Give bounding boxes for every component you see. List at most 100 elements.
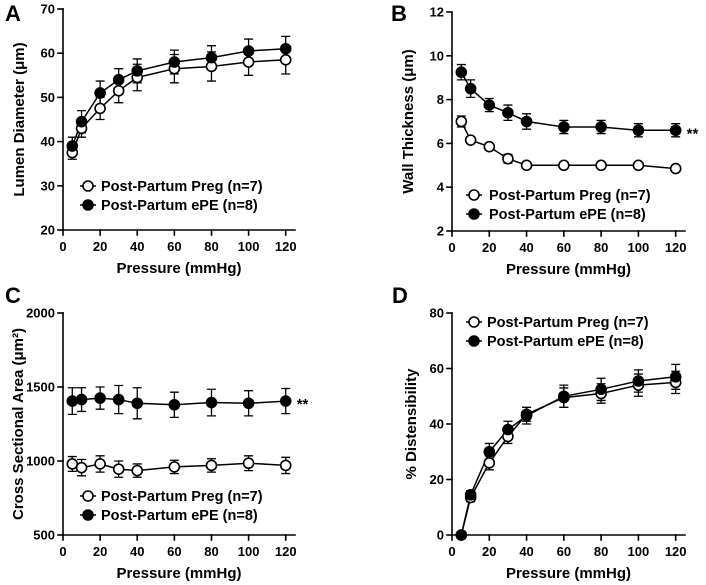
x-tick-label: 0: [448, 544, 455, 559]
data-point-post-partum-epe: [279, 395, 292, 407]
data-point-post-partum-epe: [669, 371, 682, 383]
x-tick-label: 60: [167, 239, 181, 254]
legend-marker-post-partum-epe: [82, 199, 94, 211]
legend-marker-post-partum-epe: [82, 509, 94, 521]
legend-entry-post-partum-epe: Post-Partum ePE (n=8): [80, 198, 258, 214]
x-tick-label: 100: [238, 544, 260, 559]
data-point-post-partum-preg: [205, 459, 218, 472]
data-point-post-partum-epe: [558, 121, 570, 133]
data-point-post-partum-epe: [66, 140, 79, 152]
legend-entry-post-partum-preg: Post-Partum Preg (n=7): [466, 188, 651, 204]
x-tick-label: 120: [665, 544, 687, 559]
significance-mark: **: [297, 396, 309, 413]
y-tick-label: 1000: [26, 454, 55, 469]
legend-label: Post-Partum ePE (n=8): [489, 207, 646, 223]
data-point-post-partum-epe: [279, 42, 292, 55]
x-tick-label: 20: [93, 544, 107, 559]
y-axis-title: Wall Thickness (μm): [400, 49, 417, 194]
data-point-post-partum-epe: [558, 390, 570, 403]
panel-b: B 0 20 40 60 80 100 120 2 4 6 8 10 12 Pressure (mmHg) W…: [391, 1, 699, 278]
x-tick-label: 40: [519, 240, 533, 255]
y-tick-label: 12: [430, 5, 444, 20]
legend-label: Post-Partum Preg (n=7): [101, 489, 263, 505]
data-point-post-partum-epe: [464, 82, 477, 95]
series-line-post-partum-preg: [460, 381, 676, 536]
y-tick-label: 10: [430, 48, 444, 63]
y-tick-label: 500: [33, 528, 55, 543]
x-tick-label: 60: [557, 240, 571, 255]
legend-marker-post-partum-preg: [82, 490, 94, 502]
x-axis-title: Pressure (mmHg): [506, 261, 631, 278]
y-tick-label: 80: [430, 306, 444, 321]
data-point-post-partum-preg: [242, 457, 255, 470]
panel-letter: C: [5, 283, 21, 308]
data-point-post-partum-preg: [75, 461, 88, 474]
x-tick-label: 120: [275, 239, 297, 254]
legend-label: Post-Partum ePE (n=8): [101, 198, 258, 214]
y-axis-title: Lumen Diameter (μm): [11, 42, 28, 196]
data-point-post-partum-epe: [112, 393, 125, 406]
legend-label: Post-Partum ePE (n=8): [101, 508, 258, 524]
legend-entry-post-partum-preg: Post-Partum Preg (n=7): [466, 315, 649, 331]
y-tick-label: 60: [430, 361, 444, 376]
legend-entry-post-partum-preg: Post-Partum Preg (n=7): [80, 179, 263, 195]
data-point-post-partum-epe: [75, 393, 88, 406]
x-axis-title: Pressure (mmHg): [116, 565, 241, 582]
data-point-post-partum-preg: [131, 464, 144, 477]
data-point-post-partum-epe: [94, 392, 106, 404]
y-tick-label: 1500: [26, 380, 55, 395]
data-point-post-partum-epe: [520, 115, 533, 128]
panel-c: C 0 20 40 60 80 100 120 500 1000 1500 2000 Pressure …: [5, 283, 309, 582]
panel-a: A 0 20 40 60 80 100 120 20 30 40 50 60 70 Pressure (mm…: [5, 1, 297, 277]
data-point-post-partum-epe: [483, 99, 496, 111]
data-point-post-partum-epe: [632, 375, 645, 387]
x-tick-label: 0: [448, 240, 455, 255]
data-point-post-partum-preg: [595, 159, 607, 172]
legend-marker-post-partum-epe: [468, 208, 480, 220]
data-point-post-partum-epe: [632, 124, 645, 137]
data-point-post-partum-epe: [168, 56, 181, 68]
data-point-post-partum-preg: [112, 84, 125, 97]
data-point-post-partum-epe: [595, 383, 607, 396]
legend-marker-post-partum-preg: [82, 180, 94, 192]
legend-label: Post-Partum ePE (n=8): [487, 334, 644, 350]
y-tick-label: 70: [41, 2, 55, 17]
legend-entry-post-partum-epe: Post-Partum ePE (n=8): [466, 207, 646, 223]
data-point-post-partum-epe: [483, 445, 496, 458]
legend-label: Post-Partum Preg (n=7): [101, 179, 263, 195]
data-point-post-partum-epe: [455, 66, 468, 79]
y-axis-title: % Distensibility: [403, 368, 420, 480]
panel-letter: D: [392, 283, 408, 308]
x-tick-label: 120: [665, 240, 687, 255]
data-point-post-partum-epe: [112, 73, 125, 86]
x-tick-label: 60: [557, 544, 571, 559]
x-tick-label: 40: [130, 239, 144, 254]
y-tick-label: 20: [430, 472, 444, 487]
data-point-post-partum-preg: [632, 159, 645, 172]
data-point-post-partum-epe: [205, 396, 218, 409]
data-point-post-partum-epe: [242, 397, 255, 410]
data-point-post-partum-preg: [242, 56, 255, 68]
x-axis-title: Pressure (mmHg): [506, 565, 631, 582]
x-tick-label: 80: [594, 240, 608, 255]
panel-d: D 0 20 40 60 80 100 120 0 20 40 60 80 Pressure (mmHg)…: [392, 283, 687, 582]
data-point-post-partum-epe: [502, 423, 514, 436]
data-point-post-partum-epe: [242, 45, 255, 57]
data-point-post-partum-epe: [94, 87, 106, 99]
x-tick-label: 120: [275, 544, 297, 559]
x-tick-label: 0: [59, 544, 66, 559]
data-point-post-partum-epe: [502, 106, 514, 119]
y-tick-label: 2: [437, 224, 444, 239]
legend-entry-post-partum-preg: Post-Partum Preg (n=7): [80, 489, 263, 505]
legend: Post-Partum Preg (n=7) Post-Partum ePE (n…: [466, 315, 649, 350]
data-point-post-partum-epe: [131, 397, 144, 410]
x-tick-label: 100: [628, 544, 650, 559]
data-point-post-partum-epe: [520, 409, 533, 422]
y-tick-label: 40: [41, 134, 55, 149]
x-tick-label: 80: [204, 239, 218, 254]
data-point-post-partum-preg: [669, 162, 682, 175]
legend-marker-post-partum-epe: [468, 335, 480, 347]
data-point-post-partum-preg: [279, 459, 292, 472]
data-point-post-partum-epe: [205, 51, 218, 64]
y-tick-label: 20: [41, 223, 55, 238]
